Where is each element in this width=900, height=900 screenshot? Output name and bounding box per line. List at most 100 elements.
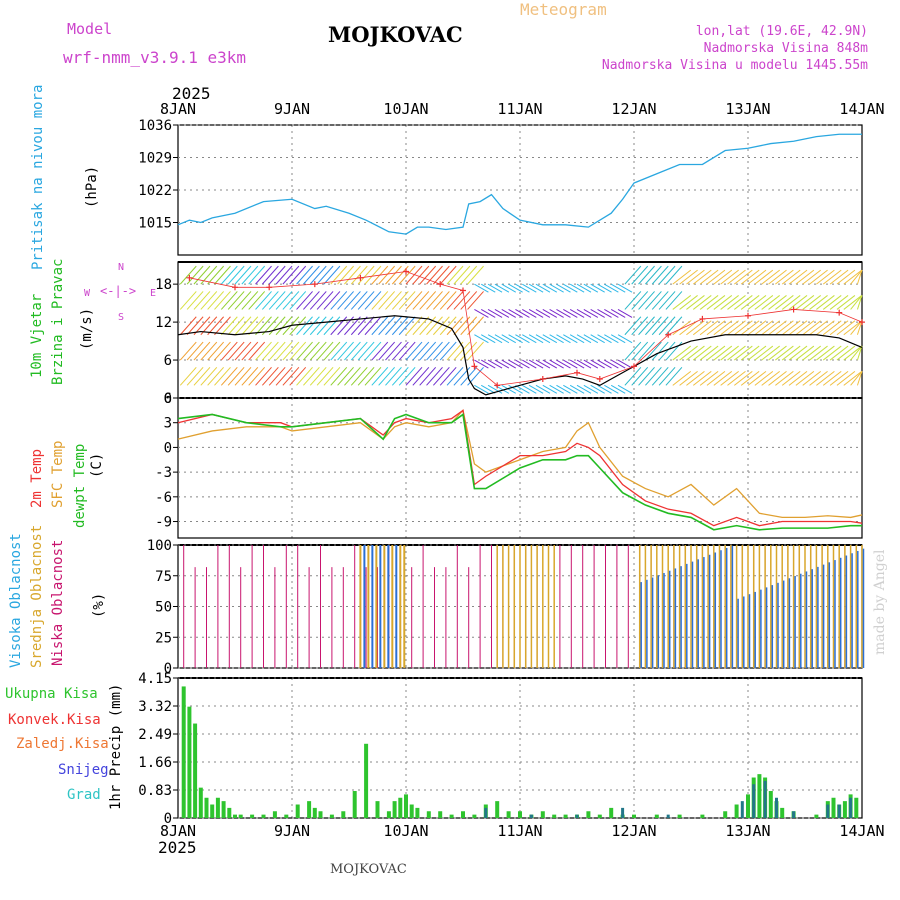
wind-barb — [508, 359, 523, 369]
wind-barb — [617, 334, 633, 344]
wind-barb — [638, 265, 655, 285]
wind-barb — [747, 295, 767, 310]
wind-barb — [522, 334, 537, 344]
wind-barb — [576, 359, 592, 369]
wind-barb — [275, 291, 293, 310]
wind-barb — [453, 265, 471, 285]
precip-snow-bar — [740, 801, 744, 818]
wind-barb — [487, 384, 503, 394]
wind-barb — [439, 367, 457, 386]
wind-barb — [467, 316, 484, 336]
wind-barb — [350, 341, 368, 361]
wind-barb — [528, 384, 544, 394]
wind-barb — [432, 265, 450, 285]
wind-barb — [227, 316, 245, 336]
precip-total-bar — [746, 794, 750, 818]
wind-barb — [426, 367, 443, 386]
wind-barb — [788, 320, 808, 336]
wind-barb — [727, 269, 746, 285]
wind-barb — [686, 320, 705, 336]
wind-barb — [330, 291, 348, 310]
wind-barb — [501, 334, 517, 344]
wind-barb — [822, 345, 842, 361]
wind-barb — [289, 265, 307, 285]
wind-barb — [610, 359, 626, 369]
wind-barb — [843, 269, 863, 285]
compass-w: W — [84, 288, 91, 299]
wind-barb — [453, 291, 471, 310]
wind-barb — [391, 291, 409, 310]
wind-barb — [316, 291, 334, 310]
wind-barb — [563, 359, 578, 369]
precip-snow-bar — [775, 797, 778, 818]
wind-barb — [549, 283, 564, 293]
wind-barb — [446, 367, 464, 386]
wind-barb — [220, 265, 238, 285]
wind-barb — [583, 359, 599, 369]
precip-total-bar — [312, 807, 317, 818]
precip-total-bar — [375, 801, 380, 818]
wind-barb — [747, 370, 767, 386]
wind-barb — [843, 370, 863, 386]
x-tick-bottom: 13JAN — [725, 822, 770, 840]
wind-barb — [631, 341, 649, 361]
wind-barb — [610, 283, 626, 293]
wind-barb — [672, 345, 692, 361]
wind-barb — [522, 359, 537, 369]
wind-barb — [583, 384, 599, 394]
wind-barb — [836, 345, 856, 361]
precip-total-bar — [426, 811, 431, 818]
precip-total-bar — [227, 807, 232, 818]
wind-barb — [494, 309, 510, 318]
precip-total-bar — [438, 811, 443, 818]
wind-barb — [542, 283, 558, 293]
wind-barb — [357, 367, 375, 386]
wind-barb — [816, 320, 835, 336]
precip-total-bar — [677, 814, 682, 818]
wind-barb — [699, 370, 719, 386]
wind-barb — [809, 295, 828, 310]
wind-barb — [214, 316, 231, 336]
wind-barb — [563, 384, 578, 394]
wind-barb — [604, 283, 619, 293]
wind-barb — [665, 367, 683, 386]
wind-barb — [795, 269, 815, 285]
wind-barb — [275, 316, 293, 336]
wind-barb — [822, 320, 842, 336]
wind-barb — [446, 265, 464, 285]
wind-barb — [617, 309, 633, 318]
wind-barb — [371, 341, 389, 361]
precip-total-bar — [831, 797, 836, 818]
wind-barb — [638, 367, 655, 386]
wind-barb — [282, 291, 300, 310]
wind-barb — [809, 370, 828, 386]
wind-barb — [795, 370, 815, 386]
gust-line — [189, 271, 863, 386]
wind-barb — [460, 291, 478, 310]
precip-tick: 0 — [164, 811, 172, 827]
wind-barb — [535, 283, 551, 293]
wind-barb — [378, 265, 396, 285]
wind-barb — [645, 367, 662, 386]
wind-barb — [419, 316, 437, 336]
wind-barb — [268, 291, 286, 310]
wind-barb — [207, 291, 225, 310]
wind-barb — [487, 309, 503, 318]
wind-barb — [692, 345, 712, 361]
precip-total-bar — [854, 797, 859, 818]
wind-barb — [255, 341, 272, 361]
pressure-tick: 1036 — [138, 118, 172, 134]
precip-snow-bar — [763, 780, 767, 818]
wind-barb — [432, 291, 450, 310]
meteogram-title: Meteogram — [520, 0, 607, 19]
wind-barb — [604, 359, 619, 369]
precip-total-bar — [842, 801, 847, 818]
wind-barb — [268, 316, 286, 336]
wind-barb — [651, 265, 669, 285]
wind-barb — [672, 269, 692, 285]
wind-barb — [241, 316, 259, 336]
wind-barb — [378, 291, 396, 310]
wind-barb — [200, 367, 218, 386]
wind-barb — [248, 291, 266, 310]
wind-barb — [186, 367, 204, 386]
